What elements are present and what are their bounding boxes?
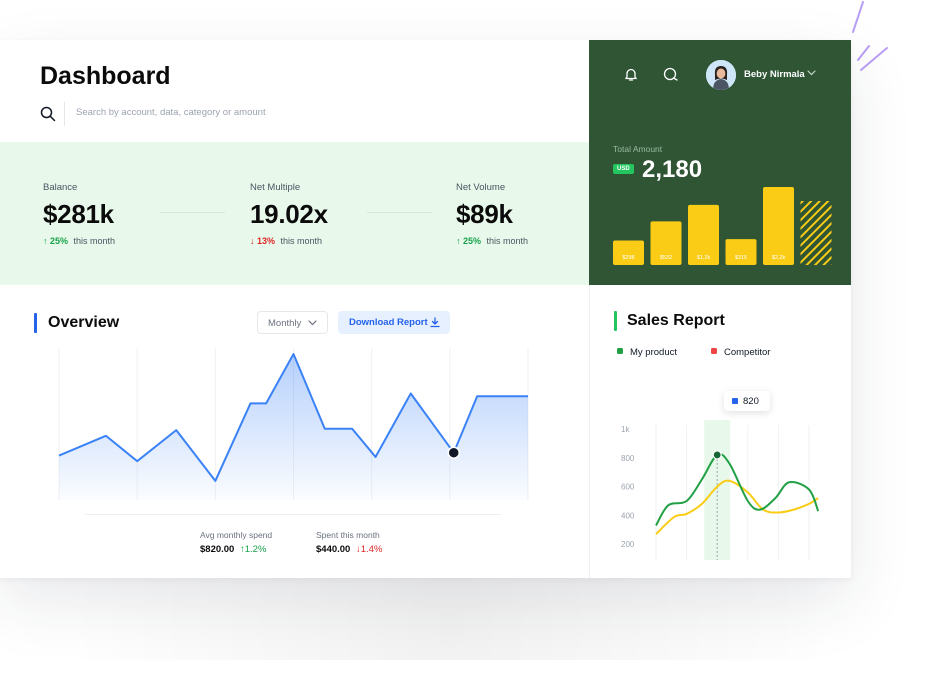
overview-accent: [34, 313, 37, 333]
tooltip-value: 820: [743, 396, 759, 407]
stat-change-value: 25%: [50, 236, 69, 246]
stat-net-multiple: Net Multiple 19.02x ↓ 13% this month: [250, 182, 328, 246]
legend-label: My product: [630, 347, 677, 358]
amount-bar: [650, 221, 682, 265]
legend-my-product[interactable]: My product: [617, 347, 677, 358]
y-tick-label: 200: [621, 540, 635, 549]
download-report-label: Download Report: [349, 317, 428, 328]
legend-label: Competitor: [724, 347, 771, 358]
avatar[interactable]: [706, 60, 736, 90]
legend-competitor[interactable]: Competitor: [711, 347, 770, 358]
area-fill: [59, 354, 528, 500]
arrow-up-icon: ↑: [456, 236, 461, 246]
arrow-up-icon: ↑: [43, 236, 48, 246]
stat-change: ↑ 25% this month: [456, 236, 528, 246]
stat-value: 19.02x: [250, 199, 328, 229]
period-select-value: Monthly: [268, 318, 302, 329]
chat-icon[interactable]: [663, 67, 679, 82]
amount-bar-label: $298: [622, 255, 634, 261]
user-name[interactable]: Beby Nirmala: [744, 69, 805, 80]
series-line: [655, 479, 819, 535]
stat-value: $89k: [456, 199, 513, 229]
y-tick-label: 400: [621, 511, 635, 520]
total-amount-label: Total Amount: [613, 144, 663, 154]
amount-bar-chart: $298 $532 $1,2k $315 $2,2k: [613, 187, 832, 265]
dashboard-card: Dashboard Search by account, data, categ…: [0, 40, 851, 578]
stat-value: $281k: [43, 199, 114, 229]
currency-badge: USD: [613, 164, 634, 174]
arrow-down-icon: ↓: [250, 236, 255, 246]
stat-net-volume: Net Volume $89k ↑ 25% this month: [456, 182, 528, 246]
stat-period: this month: [486, 236, 529, 246]
amount-bar-label: $315: [735, 255, 747, 261]
amount-bar-label: $532: [660, 255, 672, 261]
download-report-button[interactable]: Download Report: [338, 311, 450, 334]
summary-spent-this-month: Spent this month $440.00 ↓1.4%: [316, 530, 382, 555]
summary-value: $440.00: [316, 544, 351, 555]
stat-separator: [160, 212, 225, 213]
highlight-point: [447, 446, 460, 459]
summary-value-row: $820.00 ↑1.2%: [200, 544, 272, 555]
amount-bar: [688, 204, 719, 265]
sales-report-chart: 02004006008001kMayJunJulAugSepOct: [621, 420, 820, 560]
legend-swatch: [617, 348, 623, 354]
total-amount-panel: Beby Nirmala Total Amount USD 2,180 $298…: [589, 40, 851, 285]
overview-divider: [85, 514, 501, 515]
overview-title: Overview: [48, 314, 120, 331]
search-icon[interactable]: [40, 106, 56, 122]
total-amount-value: 2,180: [642, 156, 703, 183]
decorative-strokes: [852, 1, 888, 71]
chart-tooltip: 820: [724, 391, 770, 411]
arrow-up-icon: ↑: [239, 544, 245, 555]
stat-separator: [367, 212, 432, 213]
stat-label: Net Multiple: [250, 182, 301, 193]
summary-value: $820.00: [200, 544, 235, 555]
amount-bar-label: $2,2k: [772, 255, 786, 261]
amount-bar-placeholder: [800, 201, 832, 265]
panel-divider: [589, 285, 590, 578]
stat-label: Balance: [43, 182, 78, 193]
chevron-down-icon: [308, 320, 317, 326]
sales-report-title: Sales Report: [627, 312, 725, 329]
stat-label: Net Volume: [456, 182, 506, 193]
stat-change-value: 13%: [257, 236, 276, 246]
series-line: [58, 353, 528, 482]
arrow-down-icon: ↓: [355, 544, 361, 555]
search-divider: [64, 102, 65, 126]
amount-bar-label: $1,2k: [697, 255, 711, 261]
stat-change: ↓ 13% this month: [250, 236, 328, 246]
stat-change: ↑ 25% this month: [43, 236, 115, 246]
legend-swatch: [711, 348, 717, 354]
download-icon: [430, 317, 440, 328]
summary-avg-monthly-spend: Avg monthly spend $820.00 ↑1.2%: [200, 530, 272, 555]
highlight-point: [712, 450, 722, 460]
bell-icon[interactable]: [624, 67, 638, 82]
y-tick-label: 1k: [621, 425, 630, 434]
chevron-down-icon[interactable]: [807, 70, 816, 76]
series-line: [655, 453, 820, 526]
search-input[interactable]: Search by account, data, category or amo…: [76, 107, 266, 118]
period-select[interactable]: Monthly: [257, 311, 328, 334]
sales-report-accent: [614, 311, 617, 331]
stat-change-value: 25%: [463, 236, 482, 246]
amount-bar: [763, 187, 794, 265]
summary-change: 1.4%: [360, 544, 383, 555]
summary-change: 1.2%: [244, 544, 267, 555]
y-tick-label: 800: [621, 454, 635, 463]
stat-period: this month: [73, 236, 116, 246]
stats-band: Balance $281k ↑ 25% this month Net Multi…: [0, 142, 589, 285]
overview-chart: JunJulAugSepOctNovDes: [58, 348, 529, 500]
page-title: Dashboard: [40, 62, 171, 90]
amount-bar: [725, 239, 757, 265]
y-tick-label: 600: [621, 483, 635, 492]
summary-label: Spent this month: [316, 530, 380, 540]
tooltip-swatch: [732, 398, 738, 404]
stat-balance: Balance $281k ↑ 25% this month: [43, 182, 115, 246]
stat-period: this month: [280, 236, 323, 246]
summary-value-row: $440.00 ↓1.4%: [316, 544, 382, 555]
summary-label: Avg monthly spend: [200, 530, 273, 540]
amount-bar: [613, 240, 644, 265]
